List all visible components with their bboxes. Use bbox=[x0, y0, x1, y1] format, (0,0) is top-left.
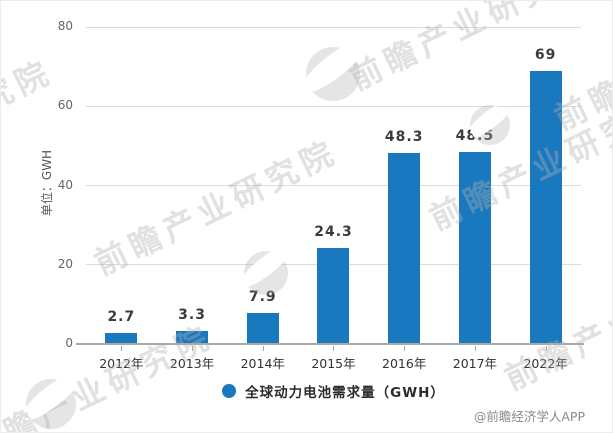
gridline bbox=[86, 105, 581, 107]
x-axis-label: 2016年 bbox=[382, 356, 427, 371]
x-axis-label: 2012年 bbox=[99, 356, 144, 371]
bar-value-label: 69 bbox=[534, 46, 557, 63]
globe-swoosh bbox=[26, 379, 76, 428]
x-axis-label: 2013年 bbox=[169, 356, 215, 371]
y-tick-label: 20 bbox=[57, 256, 73, 271]
bar bbox=[317, 247, 350, 344]
bar bbox=[458, 151, 491, 344]
x-axis-tick bbox=[262, 346, 264, 351]
y-tick-label: 40 bbox=[57, 177, 73, 192]
category-group: 24.3 2015年 bbox=[298, 27, 369, 371]
x-axis-tick bbox=[333, 346, 335, 351]
legend-marker-icon bbox=[222, 384, 237, 398]
bar-value-label: 7.9 bbox=[248, 288, 277, 305]
category-group: 2.7 2012年 bbox=[86, 27, 157, 371]
x-axis-tick bbox=[192, 346, 194, 351]
gridline bbox=[86, 26, 581, 28]
bar-value-label: 48.5 bbox=[455, 127, 495, 144]
bar bbox=[105, 333, 138, 344]
globe-watermark-icon bbox=[26, 379, 76, 429]
bar-value-label: 24.3 bbox=[314, 223, 353, 240]
x-axis-tick bbox=[545, 346, 547, 351]
bar-value-label: 48.3 bbox=[384, 128, 424, 145]
y-tick-label: 0 bbox=[65, 336, 73, 350]
gridline bbox=[86, 185, 581, 186]
legend-label: 全球动力电池需求量（GWH） bbox=[245, 385, 445, 401]
x-axis-line bbox=[76, 343, 584, 345]
bar bbox=[246, 312, 279, 344]
x-axis-label: 2017年 bbox=[452, 356, 498, 371]
attribution: @前瞻经济学人APP bbox=[473, 409, 585, 424]
category-group: 48.3 2016年 bbox=[369, 27, 440, 371]
x-axis-tick bbox=[404, 346, 406, 351]
plot-area: 2.7 2012年 3.3 2013年 7.9 2014年 24.3 2015年 48.3 201… bbox=[86, 26, 581, 371]
bar bbox=[388, 152, 421, 344]
category-group: 7.9 2014年 bbox=[227, 27, 298, 371]
bar bbox=[529, 70, 562, 344]
x-axis-label: 2015年 bbox=[311, 356, 356, 371]
y-tick-label: 80 bbox=[57, 19, 73, 33]
x-axis-tick bbox=[121, 346, 123, 351]
bar bbox=[176, 330, 209, 344]
category-group: 3.3 2013年 bbox=[157, 27, 228, 371]
x-axis-label: 2014年 bbox=[240, 356, 285, 371]
bar-value-label: 2.7 bbox=[107, 309, 136, 326]
x-axis-label: 2022年 bbox=[523, 356, 568, 371]
legend: 全球动力电池需求量（GWH） bbox=[86, 381, 581, 401]
y-tick-label: 60 bbox=[57, 98, 73, 113]
bar-value-label: 3.3 bbox=[178, 306, 206, 323]
category-group: 69 2022年 bbox=[510, 27, 581, 371]
x-axis-tick bbox=[474, 346, 476, 351]
category-group: 48.5 2017年 bbox=[440, 27, 511, 371]
